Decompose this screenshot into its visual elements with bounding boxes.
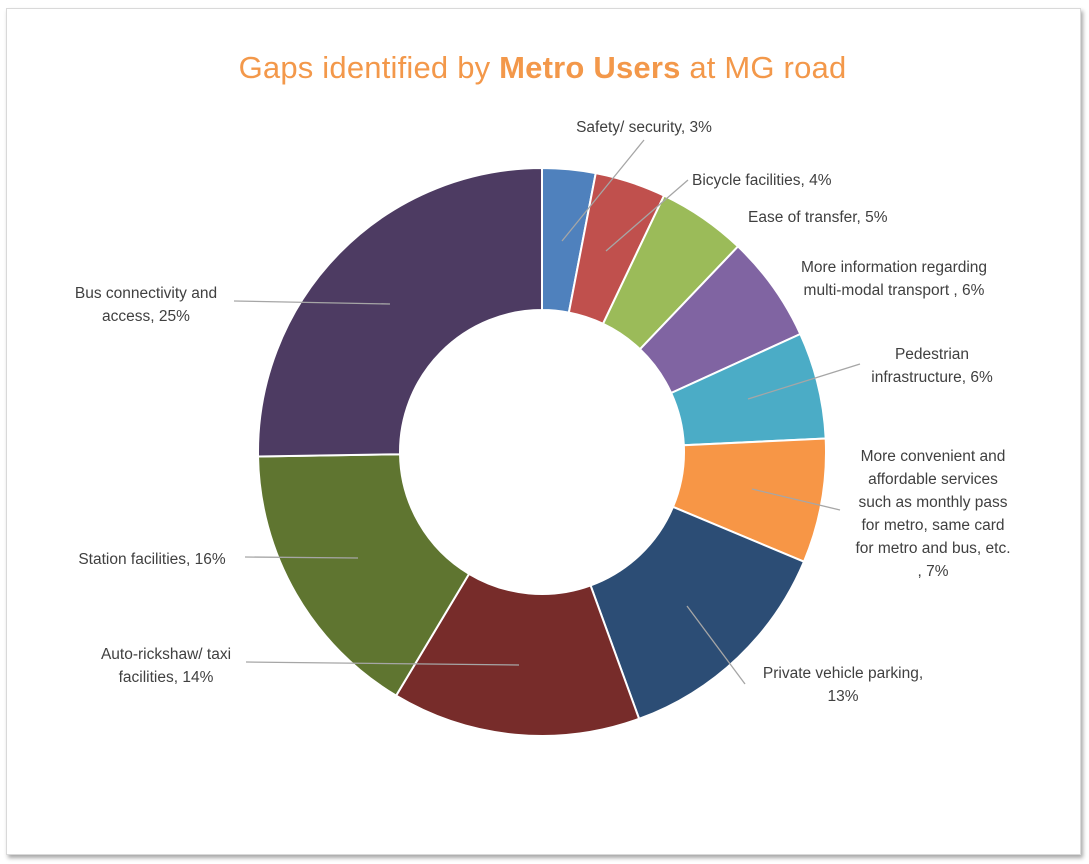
slice-label-6-line-1: 13%: [827, 688, 858, 705]
slice-label-5-line-5: , 7%: [917, 563, 948, 580]
chart-title-suffix: at MG road: [680, 50, 847, 85]
donut-slice-8: [257, 453, 471, 698]
slice-label-6-line-0: Private vehicle parking,: [763, 665, 923, 682]
leader-line-7: [245, 661, 520, 666]
chart-title-emphasis: Metro Users: [499, 50, 681, 85]
slice-label-5: More convenient and affordable services su…: [855, 448, 1010, 580]
donut-slice-9: [257, 166, 543, 458]
slice-label-7-line-1: facilities, 14%: [119, 669, 214, 686]
slice-label-4-line-0: Pedestrian: [895, 346, 969, 363]
slice-label-8-line-0: Station facilities, 16%: [78, 551, 226, 568]
slice-label-0-line-0: Safety/ security, 3%: [576, 119, 712, 136]
slice-label-5-line-3: for metro, same card: [862, 517, 1005, 534]
slice-label-9-line-1: access, 25%: [102, 308, 190, 325]
chart-title-prefix: Gaps identified by: [238, 50, 500, 85]
slice-label-4-line-1: infrastructure, 6%: [871, 369, 993, 386]
chart-title: Gaps identified by Metro Users at MG roa…: [0, 50, 1085, 86]
slice-label-7-line-0: Auto-rickshaw/ taxi: [101, 646, 231, 663]
leader-line-9: [233, 300, 391, 305]
leader-line-1: [605, 179, 689, 252]
slice-label-4: Pedestrian infrastructure, 6%: [871, 346, 993, 386]
slice-label-5-line-2: such as monthly pass: [858, 494, 1007, 511]
slice-label-7: Auto-rickshaw/ taxi facilities, 14%: [101, 646, 231, 686]
leader-line-0: [561, 139, 645, 242]
slice-label-9-line-0: Bus connectivity and: [75, 285, 217, 302]
leader-line-5: [751, 488, 841, 511]
donut-slices: [257, 166, 827, 737]
slice-label-3-line-1: multi-modal transport , 6%: [804, 282, 985, 299]
slice-label-2: Ease of transfer, 5%: [748, 209, 888, 226]
leader-line-6: [686, 605, 746, 685]
leader-line-8: [244, 556, 359, 559]
donut-slice-6: [589, 505, 806, 721]
slice-label-3: More information regarding multi-modal tr…: [801, 259, 987, 299]
slice-label-8: Station facilities, 16%: [78, 551, 226, 568]
leader-lines: [233, 139, 861, 685]
slice-label-3-line-0: More information regarding: [801, 259, 987, 276]
slice-label-1-line-0: Bicycle facilities, 4%: [692, 172, 832, 189]
slice-labels: Safety/ security, 3% Bicycle facilities, …: [75, 119, 1011, 705]
slice-label-6: Private vehicle parking, 13%: [763, 665, 923, 705]
leader-line-4: [747, 363, 861, 400]
slice-label-1: Bicycle facilities, 4%: [692, 172, 832, 189]
slice-label-5-line-4: for metro and bus, etc.: [855, 540, 1010, 557]
slice-label-9: Bus connectivity and access, 25%: [75, 285, 217, 325]
donut-slice-7: [394, 572, 641, 737]
slice-label-5-line-0: More convenient and: [861, 448, 1006, 465]
slice-label-5-line-1: affordable services: [868, 471, 998, 488]
slice-label-0: Safety/ security, 3%: [576, 119, 712, 136]
slice-label-2-line-0: Ease of transfer, 5%: [748, 209, 888, 226]
